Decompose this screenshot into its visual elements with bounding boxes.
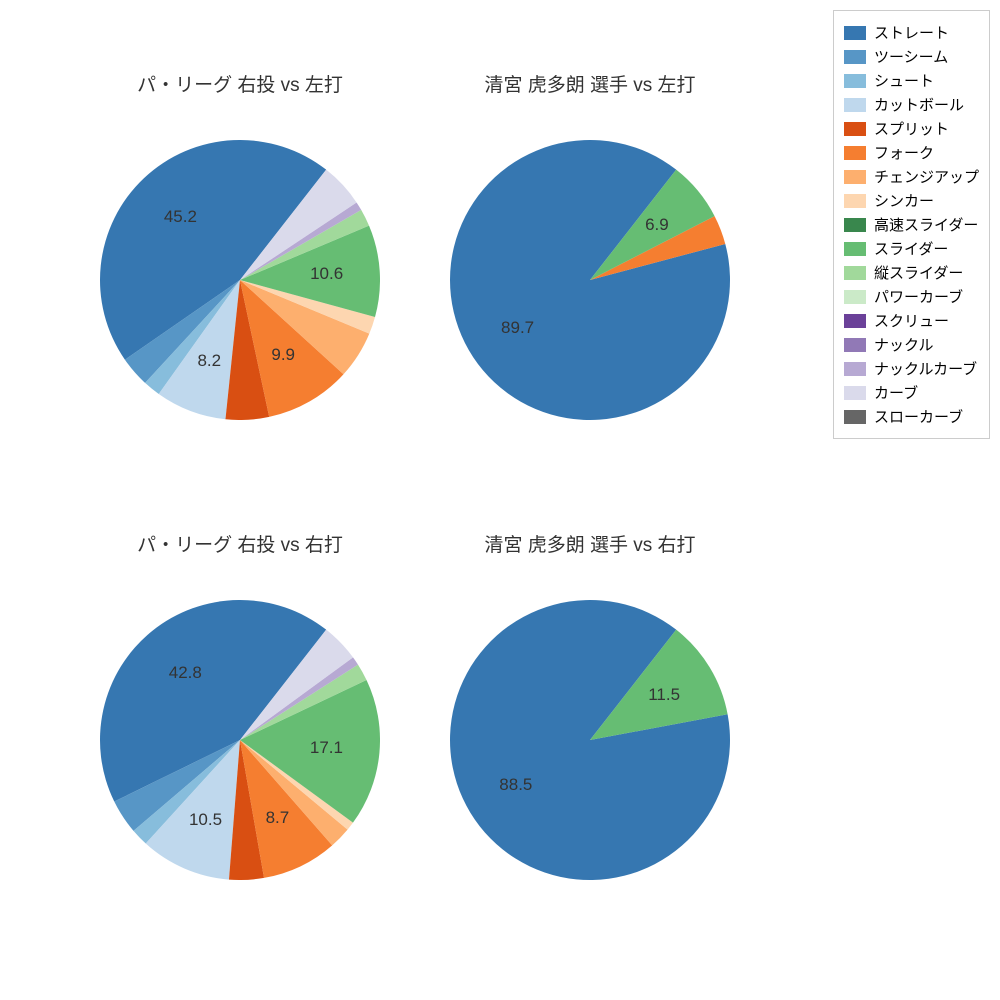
legend-swatch — [844, 266, 866, 280]
legend-item: チェンジアップ — [844, 166, 979, 187]
legend-swatch — [844, 386, 866, 400]
legend-swatch — [844, 314, 866, 328]
legend-item: スライダー — [844, 238, 979, 259]
pie: 45.2 8.2 9.9 10.6 — [100, 140, 380, 420]
pie-slice-label: 6.9 — [645, 215, 669, 235]
legend-item: シュート — [844, 70, 979, 91]
chart-title: 清宮 虎多朗 選手 vs 左打 — [420, 70, 760, 97]
legend-item: シンカー — [844, 190, 979, 211]
legend-swatch — [844, 98, 866, 112]
legend-item: ツーシーム — [844, 46, 979, 67]
legend-swatch — [844, 170, 866, 184]
pie-slice-label: 17.1 — [310, 738, 343, 758]
legend-label: シュート — [874, 70, 934, 91]
pie-slice-label: 8.2 — [197, 351, 221, 371]
legend-item: スローカーブ — [844, 406, 979, 427]
legend-label: フォーク — [874, 142, 934, 163]
legend-label: カットボール — [874, 94, 964, 115]
legend-swatch — [844, 338, 866, 352]
legend-label: ストレート — [874, 22, 949, 43]
legend-item: 縦スライダー — [844, 262, 979, 283]
legend-label: 高速スライダー — [874, 214, 978, 235]
legend-label: ナックル — [874, 334, 934, 355]
pie-chart: パ・リーグ 右投 vs 右打 42.8 10.5 8.7 17.1 — [70, 530, 410, 950]
legend-label: パワーカーブ — [874, 286, 963, 307]
legend-swatch — [844, 410, 866, 424]
legend-swatch — [844, 290, 866, 304]
legend-label: 縦スライダー — [874, 262, 963, 283]
legend-item: ナックル — [844, 334, 979, 355]
pie-slice-label: 89.7 — [501, 318, 534, 338]
pie-chart: パ・リーグ 右投 vs 左打 45.2 8.2 9.9 10.6 — [70, 70, 410, 490]
chart-title: パ・リーグ 右投 vs 左打 — [70, 70, 410, 97]
chart-title: パ・リーグ 右投 vs 右打 — [70, 530, 410, 557]
pie-slice-label: 10.5 — [189, 810, 222, 830]
legend-swatch — [844, 26, 866, 40]
legend-label: チェンジアップ — [874, 166, 979, 187]
legend-item: ストレート — [844, 22, 979, 43]
legend-label: スクリュー — [874, 310, 949, 331]
pie-slice-label: 9.9 — [271, 345, 295, 365]
legend-label: カーブ — [874, 382, 918, 403]
legend-swatch — [844, 218, 866, 232]
legend-item: カーブ — [844, 382, 979, 403]
legend-item: パワーカーブ — [844, 286, 979, 307]
legend-swatch — [844, 146, 866, 160]
legend: ストレートツーシームシュートカットボールスプリットフォークチェンジアップシンカー… — [833, 10, 990, 439]
legend-label: スライダー — [874, 238, 948, 259]
chart-title: 清宮 虎多朗 選手 vs 右打 — [420, 530, 760, 557]
legend-label: スローカーブ — [874, 406, 963, 427]
legend-label: ツーシーム — [874, 46, 948, 67]
legend-label: シンカー — [874, 190, 934, 211]
pie-slice-label: 45.2 — [164, 207, 197, 227]
legend-swatch — [844, 50, 866, 64]
pie-slice-label: 10.6 — [310, 264, 343, 284]
legend-item: ナックルカーブ — [844, 358, 979, 379]
legend-label: スプリット — [874, 118, 949, 139]
pie-slice-label: 42.8 — [169, 663, 202, 683]
pie-chart: 清宮 虎多朗 選手 vs 右打 88.5 11.5 — [420, 530, 760, 950]
pie-slice-label: 11.5 — [648, 685, 680, 705]
pie: 88.5 11.5 — [450, 600, 730, 880]
legend-swatch — [844, 122, 866, 136]
legend-swatch — [844, 362, 866, 376]
legend-item: スクリュー — [844, 310, 979, 331]
legend-item: 高速スライダー — [844, 214, 979, 235]
pie-slice-label: 88.5 — [499, 775, 532, 795]
legend-swatch — [844, 194, 866, 208]
pie-chart: 清宮 虎多朗 選手 vs 左打 89.7 6.9 — [420, 70, 760, 490]
legend-item: スプリット — [844, 118, 979, 139]
pie-slice-label: 8.7 — [266, 808, 290, 828]
legend-swatch — [844, 74, 866, 88]
legend-label: ナックルカーブ — [874, 358, 977, 379]
pie: 89.7 6.9 — [450, 140, 730, 420]
figure: { "background_color": "#ffffff", "text_c… — [0, 0, 1000, 1000]
legend-swatch — [844, 242, 866, 256]
pie: 42.8 10.5 8.7 17.1 — [100, 600, 380, 880]
legend-item: フォーク — [844, 142, 979, 163]
legend-item: カットボール — [844, 94, 979, 115]
